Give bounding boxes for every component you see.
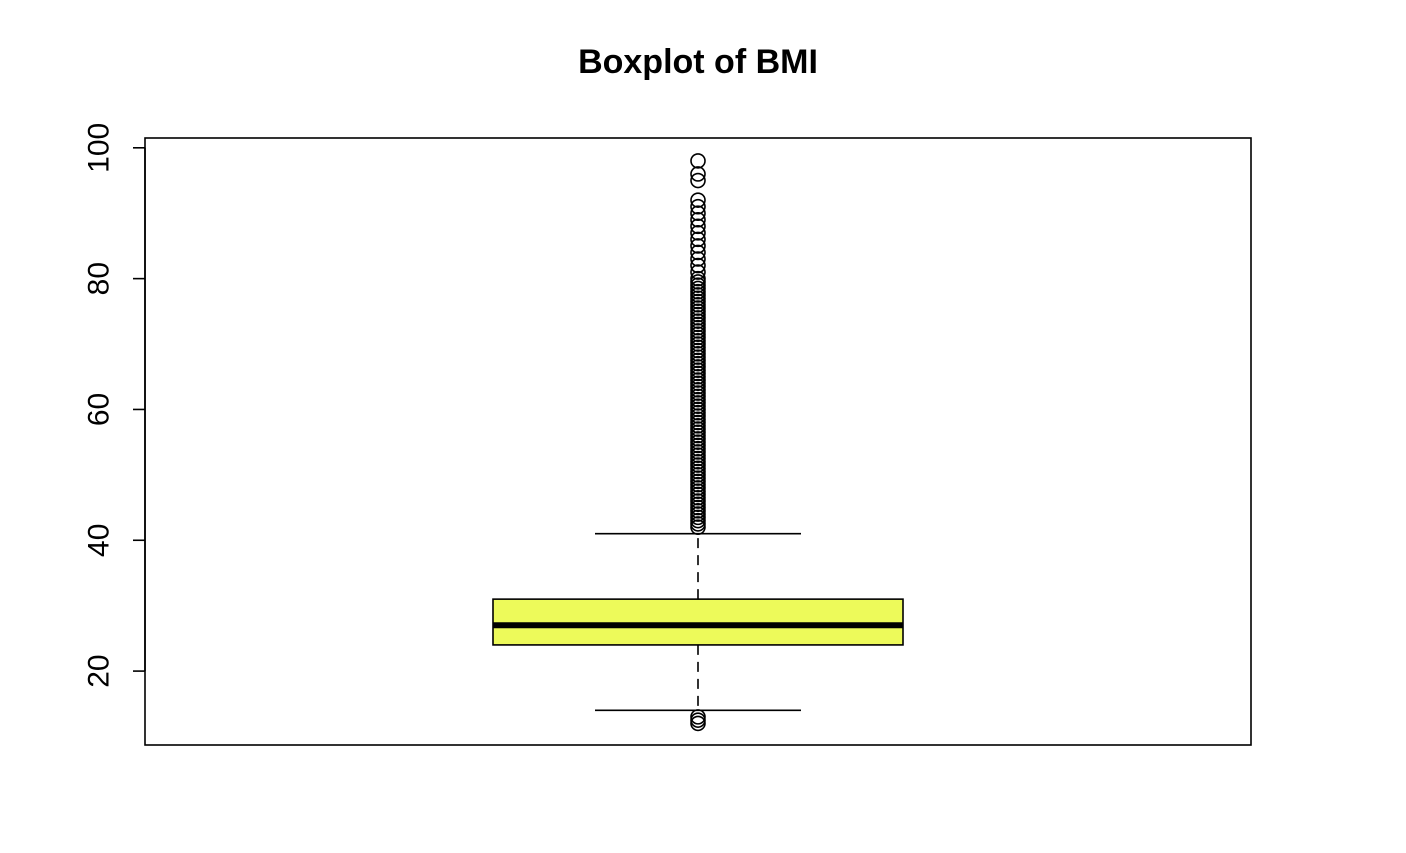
outlier-point: [690, 198, 706, 215]
y-tick-label: 20: [83, 654, 116, 687]
box-group: [492, 532, 904, 712]
outlier-point: [690, 244, 706, 261]
outlier-group: [690, 153, 706, 732]
outlier-point: [690, 270, 706, 287]
outlier-point: [690, 205, 706, 222]
outlier-point: [690, 709, 706, 725]
outlier-point: [690, 712, 706, 728]
y-tick-label: 100: [83, 123, 116, 173]
outlier-point: [690, 238, 706, 254]
y-tick-label: 60: [83, 393, 116, 426]
chart-title: Boxplot of BMI: [578, 43, 818, 81]
outlier-point: [690, 251, 706, 267]
y-tick-label: 80: [83, 262, 116, 295]
outlier-point: [690, 211, 706, 228]
outlier-point: [690, 192, 706, 208]
y-tick-label: 40: [83, 524, 116, 557]
outlier-point: [690, 172, 706, 189]
outlier-point: [690, 231, 706, 248]
outlier-point: [690, 225, 706, 241]
outlier-point: [690, 218, 706, 235]
outlier-point: [690, 166, 706, 182]
outlier-point: [690, 257, 706, 274]
y-axis: 20 40 60 80 100: [83, 123, 146, 688]
outlier-point: [690, 264, 706, 280]
outlier-point: [690, 153, 706, 169]
iqr-box: [492, 598, 904, 646]
